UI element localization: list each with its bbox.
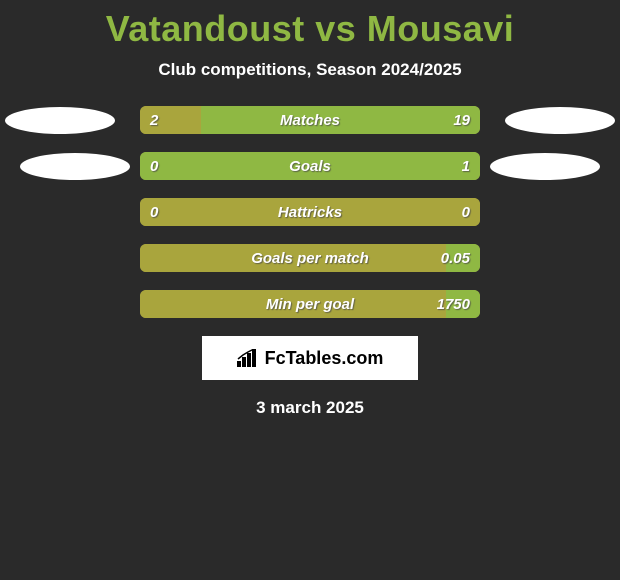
subtitle: Club competitions, Season 2024/2025 (0, 60, 620, 80)
stat-label: Min per goal (205, 296, 415, 313)
date-text: 3 march 2025 (0, 398, 620, 418)
stat-bar-mpg: Min per goal 1750 (140, 290, 480, 318)
stat-left-value: 2 (150, 112, 205, 129)
stat-row: 2 Matches 19 (0, 106, 620, 134)
stat-row: 0 Goals 1 (0, 152, 620, 180)
stat-right-value: 0 (415, 204, 470, 221)
stat-right-value: 1 (415, 158, 470, 175)
stat-right-value: 19 (415, 112, 470, 129)
right-marker-icon (490, 153, 600, 180)
brand-text: FcTables.com (265, 348, 384, 369)
stat-right-value: 0.05 (415, 250, 470, 267)
stat-left-value: 0 (150, 204, 205, 221)
left-marker-icon (20, 153, 130, 180)
stat-right-value: 1750 (415, 296, 470, 313)
stat-row: 0 Hattricks 0 (0, 198, 620, 226)
stat-label: Goals (205, 158, 415, 175)
stats-container: 2 Matches 19 0 Goals 1 0 Hattricks 0 (0, 106, 620, 318)
stat-left-value: 0 (150, 158, 205, 175)
right-marker-icon (505, 107, 615, 134)
stat-bar-hattricks: 0 Hattricks 0 (140, 198, 480, 226)
stat-label: Hattricks (205, 204, 415, 221)
stat-row: Goals per match 0.05 (0, 244, 620, 272)
stat-label: Matches (205, 112, 415, 129)
brand-badge: FcTables.com (202, 336, 418, 380)
chart-icon (237, 349, 259, 367)
left-marker-icon (5, 107, 115, 134)
stat-bar-goals: 0 Goals 1 (140, 152, 480, 180)
stat-row: Min per goal 1750 (0, 290, 620, 318)
stat-label: Goals per match (205, 250, 415, 267)
stat-bar-gpm: Goals per match 0.05 (140, 244, 480, 272)
stat-bar-matches: 2 Matches 19 (140, 106, 480, 134)
page-title: Vatandoust vs Mousavi (0, 0, 620, 50)
